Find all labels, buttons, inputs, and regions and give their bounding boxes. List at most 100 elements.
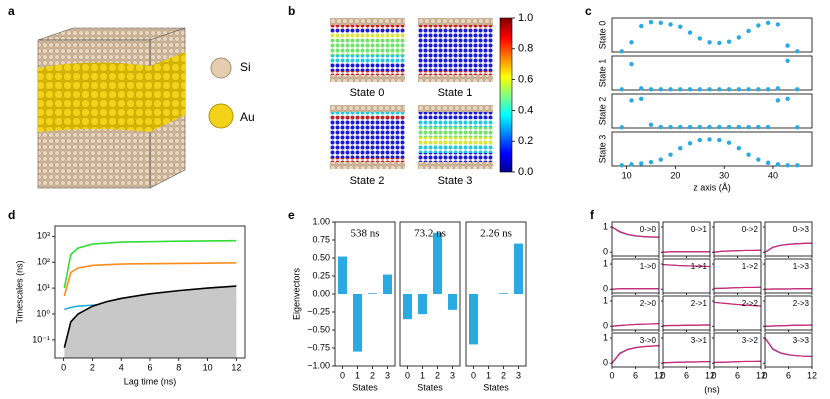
point — [648, 87, 654, 92]
subplot-title: 73.2 ns — [414, 228, 446, 240]
subplot-label: 0->3 — [793, 225, 810, 234]
panel-label: a — [8, 4, 15, 18]
x-tick-label: 1 — [355, 370, 360, 380]
x-tick-label: 6 — [786, 370, 791, 380]
subplot-label: 0->0 — [640, 225, 657, 234]
subplot-label: 2->2 — [742, 299, 759, 308]
subplot-label: 3->3 — [793, 336, 810, 345]
y-tick-label: 10³ — [37, 231, 50, 241]
y-tick-label: 1 — [603, 258, 608, 268]
subplot-label: 1->0 — [640, 262, 657, 271]
line — [713, 360, 762, 364]
y-tick-label: 0.50 — [312, 252, 330, 262]
line — [713, 286, 762, 290]
panel-label: f — [590, 208, 595, 222]
line — [764, 242, 813, 253]
x-tick-label: 30 — [719, 170, 729, 180]
point — [736, 87, 742, 92]
x-tick-label: 0 — [762, 370, 767, 380]
point — [707, 124, 712, 130]
y-tick-label: 0 — [603, 321, 608, 331]
point — [648, 122, 654, 127]
x-tick-label: 12 — [756, 370, 766, 380]
x-tick-label: 0 — [405, 370, 410, 380]
bar — [514, 243, 523, 294]
subplot-label: 2->0 — [640, 299, 657, 308]
point — [736, 124, 742, 130]
line — [662, 324, 710, 327]
point — [629, 98, 634, 103]
y-tick-label: 0 — [603, 358, 608, 368]
x-tick-label: 40 — [768, 170, 778, 180]
point — [639, 86, 644, 91]
x-tick-label: 20 — [670, 170, 680, 180]
subplot-label: 3->1 — [691, 336, 708, 345]
x-tick-label: 0 — [609, 370, 614, 380]
x-tick-label: 0 — [471, 370, 476, 380]
point — [668, 124, 673, 130]
y-tick-label: −1.00 — [307, 360, 330, 370]
point — [736, 145, 742, 151]
line — [611, 323, 660, 327]
subplot-label: 0->2 — [742, 225, 759, 234]
subplot-label: 0->1 — [691, 225, 708, 234]
x-axis-label: Lag time (ns) — [124, 376, 177, 386]
point — [658, 124, 663, 130]
point — [648, 159, 654, 165]
line — [63, 261, 237, 297]
point — [707, 40, 712, 45]
point — [785, 163, 790, 168]
point — [726, 39, 732, 44]
point — [678, 24, 683, 29]
point — [658, 20, 663, 26]
x-tick-label: 3 — [450, 370, 455, 380]
subplot-title: 538 ns — [350, 228, 379, 240]
point — [658, 87, 663, 92]
x-tick-label: 1 — [420, 370, 425, 380]
line — [611, 226, 660, 238]
bar — [448, 294, 457, 310]
point — [726, 124, 732, 130]
point — [639, 96, 644, 102]
line — [63, 239, 237, 289]
point — [785, 43, 790, 48]
panel-label: b — [288, 4, 295, 18]
point — [707, 87, 712, 92]
y-tick-label: 0.00 — [312, 288, 330, 298]
point — [746, 124, 751, 130]
x-tick-label: 1 — [486, 370, 491, 380]
point — [726, 87, 732, 92]
legend-marker — [208, 103, 234, 129]
x-axis-label: States — [352, 382, 378, 392]
x-tick-label: 6 — [735, 370, 740, 380]
y-tick-label: −0.50 — [307, 324, 330, 334]
colorbar-label: 0.2 — [518, 135, 533, 147]
line — [662, 251, 710, 253]
x-tick-label: 2 — [501, 370, 506, 380]
x-tick-label: 12 — [807, 370, 817, 380]
point — [785, 58, 790, 64]
colorbar-label: 1.0 — [518, 12, 533, 24]
point — [795, 87, 800, 92]
point — [795, 49, 800, 54]
state-images — [330, 18, 493, 169]
point — [648, 20, 654, 25]
point — [658, 157, 663, 162]
row-label: State 0 — [597, 21, 607, 50]
plot-frame — [465, 221, 527, 367]
point — [795, 163, 800, 168]
point — [765, 20, 771, 26]
legend-label: Si — [240, 60, 251, 74]
y-tick-label: 1 — [603, 221, 608, 231]
bar — [499, 293, 508, 294]
x-tick-label: 4 — [119, 362, 124, 372]
x-tick-label: 12 — [231, 362, 241, 372]
colorbar-label: 0.8 — [518, 43, 533, 55]
point — [746, 152, 751, 157]
point — [775, 98, 781, 103]
y-tick-label: 0.75 — [312, 234, 330, 244]
x-tick-label: 0 — [340, 370, 345, 380]
point — [717, 137, 722, 143]
point — [619, 49, 624, 54]
point — [785, 96, 790, 102]
